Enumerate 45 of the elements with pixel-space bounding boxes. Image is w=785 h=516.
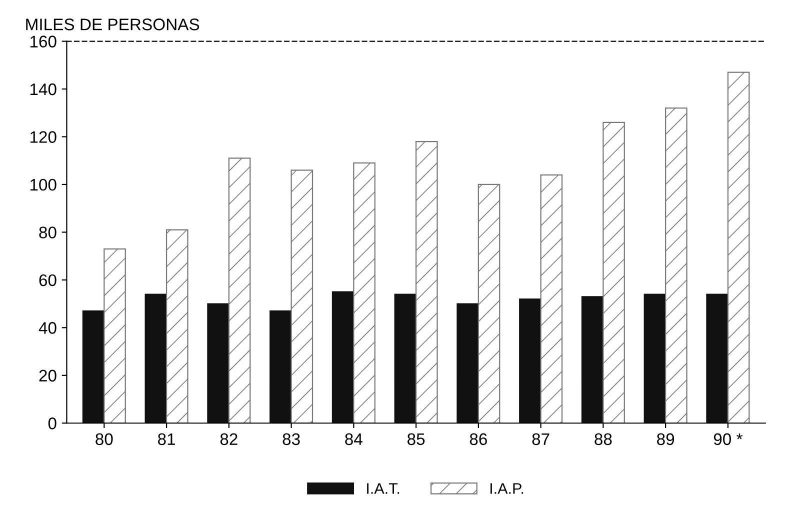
bar (207, 303, 230, 424)
y-tick-label: 100 (30, 178, 56, 191)
y-axis-title: MILES DE PERSONAS (26, 18, 200, 30)
x-tick-label: 90 * (714, 433, 743, 446)
bar (644, 294, 666, 424)
x-tick-label: 83 (282, 433, 300, 446)
y-tick-label: 0 (48, 418, 56, 430)
bar (82, 310, 105, 424)
y-tick-label: 140 (30, 83, 56, 96)
bar (581, 296, 604, 424)
x-tick-label: 84 (345, 433, 362, 446)
bar (166, 229, 188, 424)
bar (456, 303, 479, 424)
y-tick-label: 120 (30, 131, 56, 143)
bar (706, 294, 728, 424)
bar (602, 122, 625, 424)
bar (665, 108, 688, 424)
bar (415, 140, 438, 424)
legend-label: I.A.P. (490, 483, 524, 494)
legend-label: I.A.T. (367, 483, 400, 494)
x-tick-label: 88 (594, 433, 612, 446)
bar (394, 294, 417, 424)
bar (228, 158, 251, 424)
bar (540, 174, 563, 424)
bar (290, 170, 314, 424)
y-tick-label: 60 (39, 274, 56, 286)
y-tick-label: 40 (38, 322, 56, 334)
bar (270, 310, 292, 424)
bar (727, 72, 750, 424)
x-tick-label: 85 (408, 433, 425, 446)
y-tick-label: 80 (39, 226, 56, 238)
bar (104, 248, 126, 424)
bar (353, 162, 376, 424)
x-tick-label: 80 (96, 433, 113, 446)
y-tick-label: 20 (39, 370, 56, 382)
x-tick-label: 82 (220, 433, 238, 446)
x-tick-label: 86 (470, 433, 487, 446)
x-tick-label: 89 (657, 433, 674, 446)
x-tick-label: 87 (532, 433, 550, 446)
y-tick-label: 160 (30, 36, 56, 48)
bar (519, 298, 542, 424)
bar (332, 291, 354, 424)
bar (478, 184, 500, 424)
bar (144, 294, 168, 424)
x-tick-label: 81 (158, 433, 175, 446)
